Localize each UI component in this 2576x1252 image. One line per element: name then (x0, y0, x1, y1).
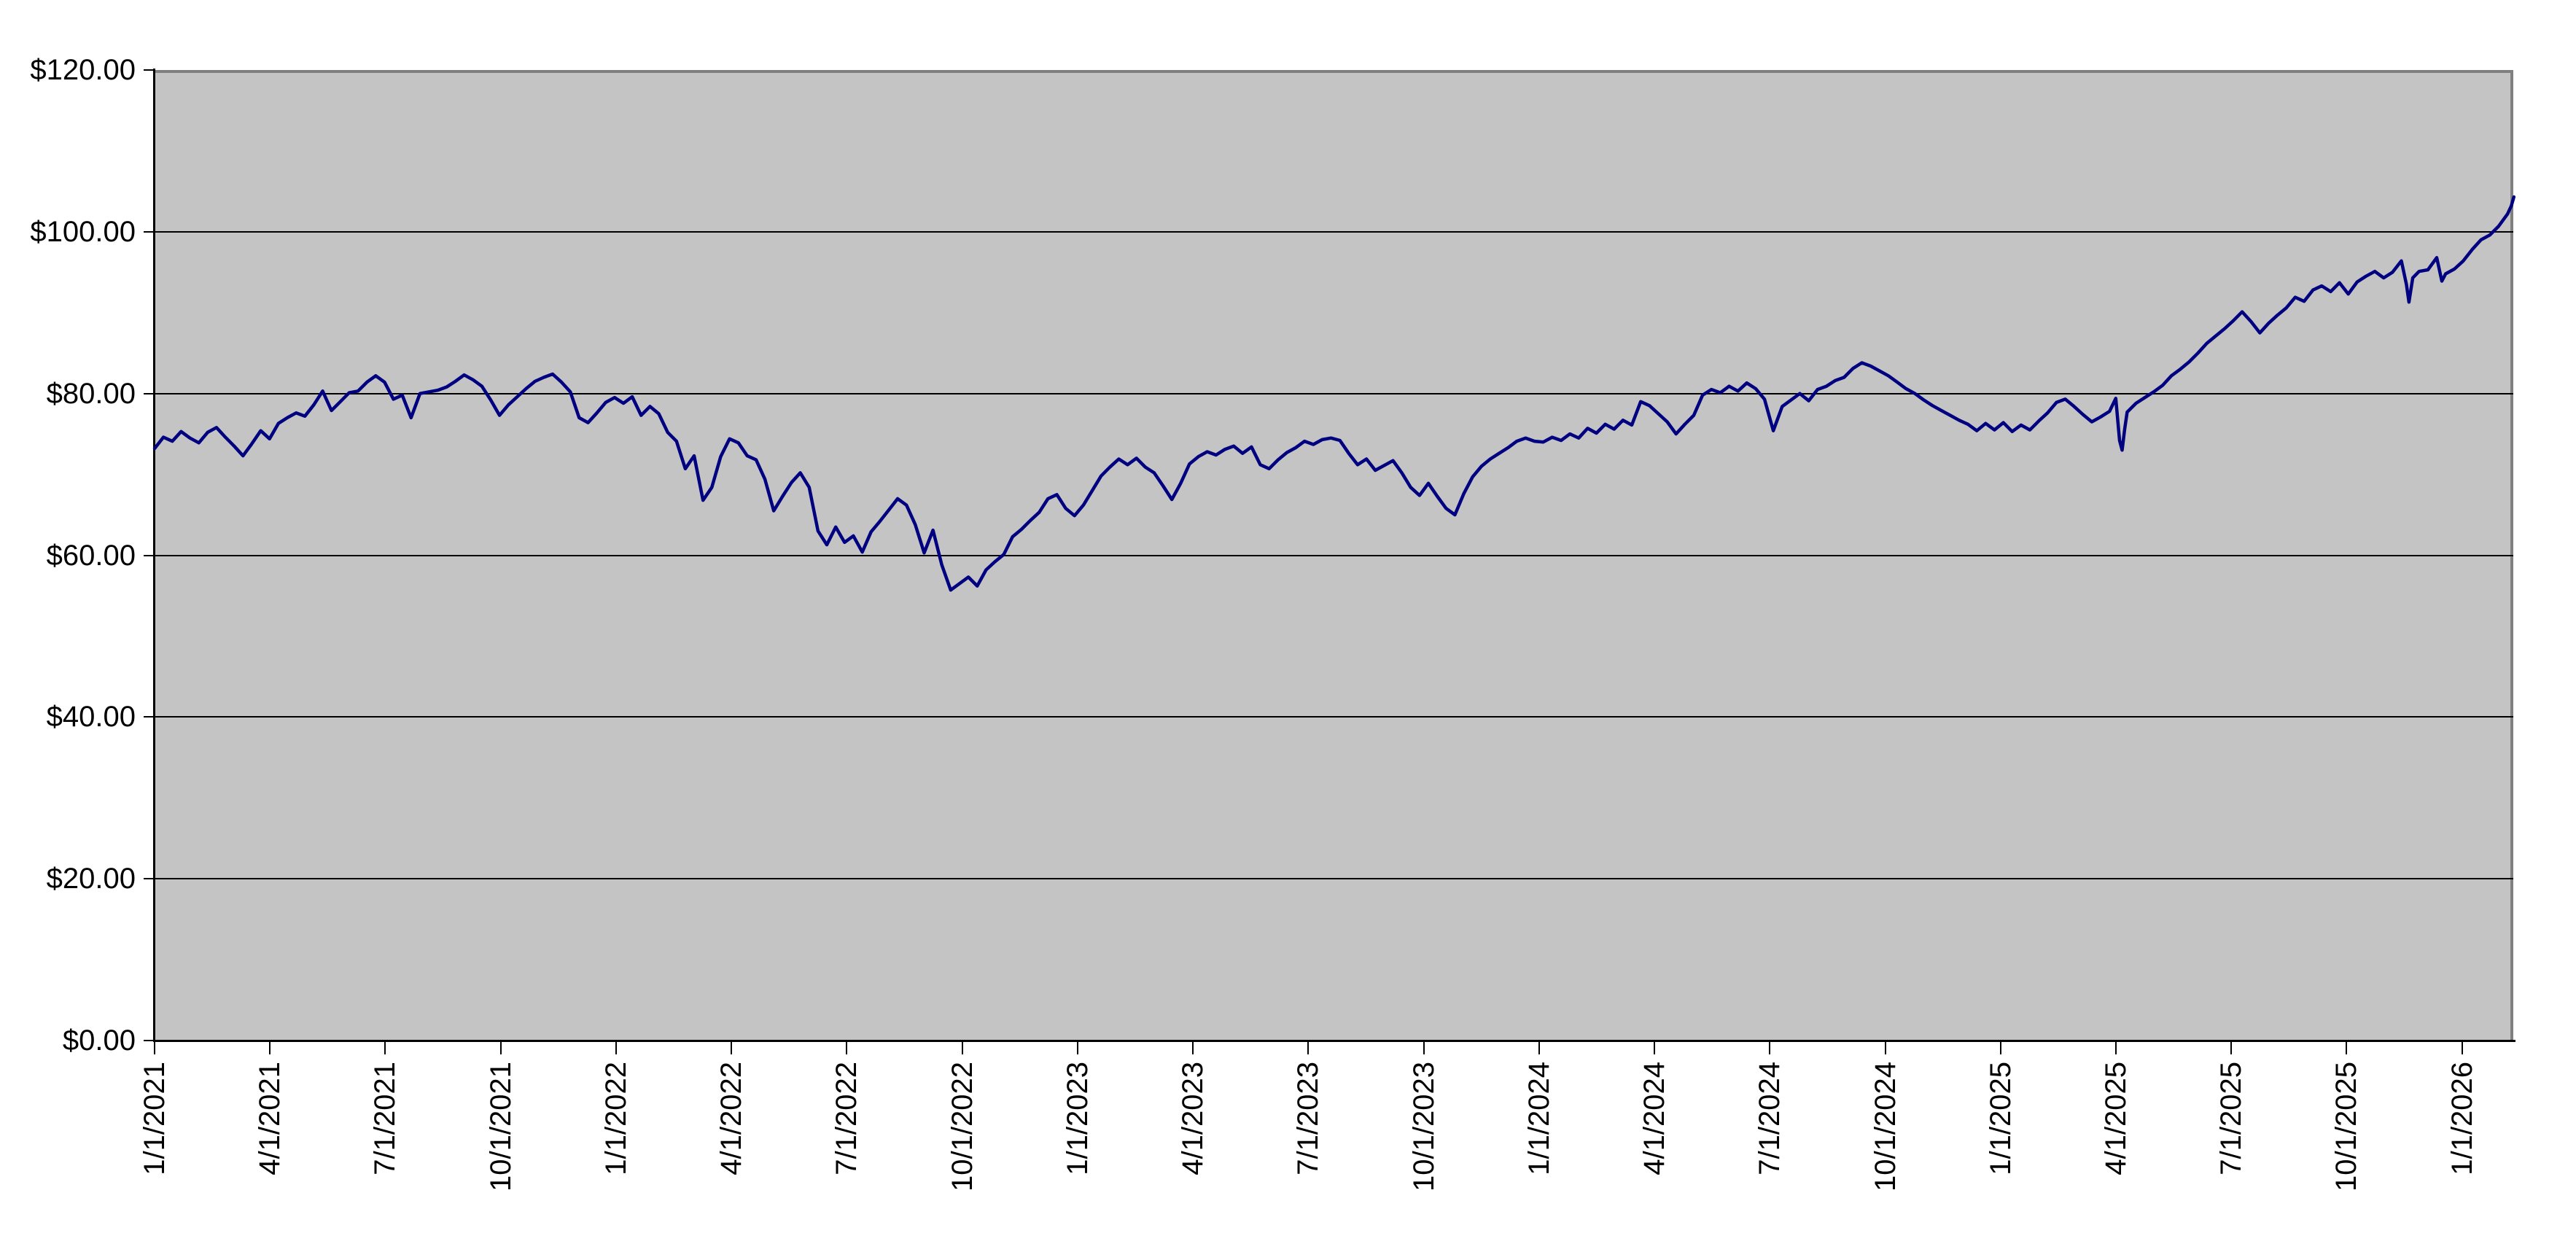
x-axis-tick (846, 1041, 848, 1054)
x-axis-tick (1654, 1041, 1656, 1054)
x-axis-tick (1192, 1041, 1194, 1054)
y-axis-tick (144, 878, 155, 880)
y-axis-label: $20.00 (46, 863, 136, 895)
x-axis-tick (2461, 1041, 2463, 1054)
x-axis-tick (2114, 1041, 2117, 1054)
x-axis-tick (2230, 1041, 2233, 1054)
x-axis-tick (1769, 1041, 1771, 1054)
y-axis-label: $120.00 (30, 54, 136, 86)
x-axis-line (153, 1040, 2515, 1042)
x-axis-tick (1076, 1041, 1078, 1054)
x-axis-tick (154, 1041, 155, 1054)
x-axis-tick (499, 1041, 502, 1054)
y-axis-label: $80.00 (46, 377, 136, 410)
x-axis-tick (731, 1041, 733, 1054)
x-axis-tick (269, 1041, 271, 1054)
y-axis-label: $60.00 (46, 539, 136, 572)
y-axis-label: $0.00 (62, 1024, 136, 1057)
y-axis-tick (144, 69, 155, 71)
y-axis-tick (144, 230, 155, 233)
gridline (155, 392, 2513, 394)
y-axis-tick (144, 716, 155, 718)
y-axis-tick (144, 392, 155, 394)
x-axis-tick (961, 1041, 963, 1054)
y-axis-tick (144, 1040, 155, 1041)
x-axis-tick (1307, 1041, 1310, 1054)
y-axis-label: $40.00 (46, 701, 136, 734)
x-axis-tick (1884, 1041, 1886, 1054)
gridline (155, 716, 2513, 718)
gridline (155, 230, 2513, 233)
gridline (155, 554, 2513, 556)
y-axis-label: $100.00 (30, 215, 136, 248)
x-axis-tick (1999, 1041, 2001, 1054)
x-axis-tick (384, 1041, 386, 1054)
x-axis-tick (2346, 1041, 2348, 1054)
gridline (155, 878, 2513, 880)
x-axis-tick (1538, 1041, 1540, 1054)
y-axis-tick (144, 554, 155, 556)
x-axis-tick (1423, 1041, 1425, 1054)
x-axis-tick (615, 1041, 617, 1054)
price-line (152, 195, 2516, 592)
